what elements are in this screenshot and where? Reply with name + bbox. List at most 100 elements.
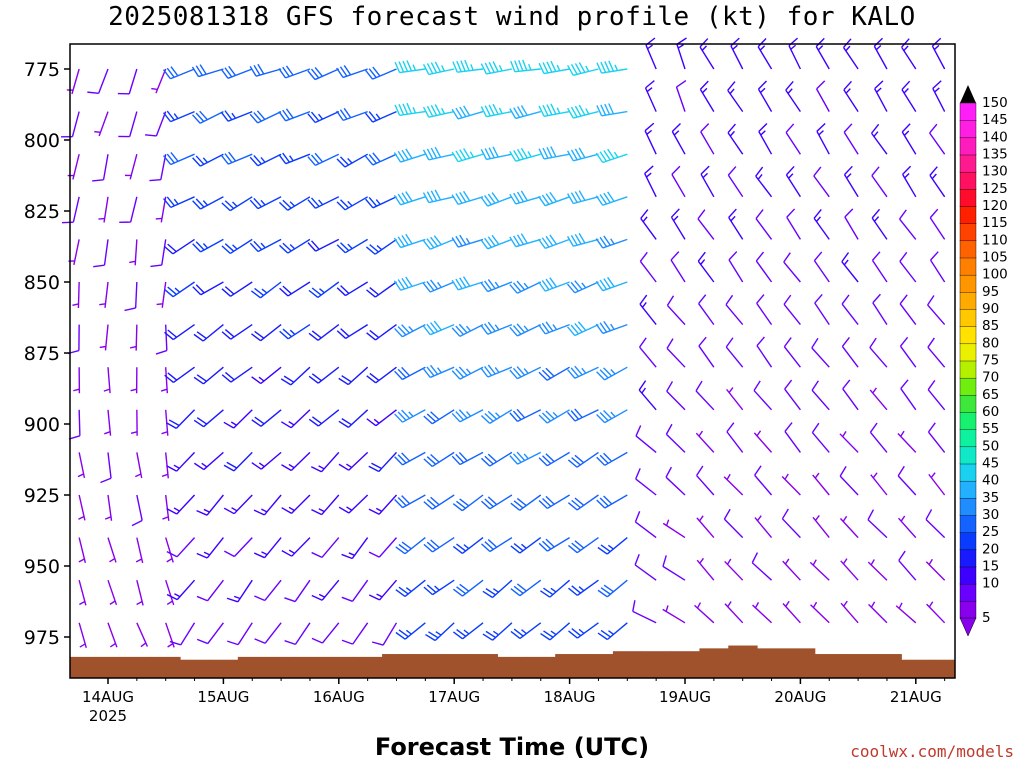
barb-feather [480, 239, 489, 250]
credit-link[interactable]: coolwx.com/models [850, 742, 1014, 761]
barb-staff [155, 111, 167, 137]
barb-half-feather [174, 287, 181, 293]
barb-feather [509, 236, 517, 248]
wind-barb [422, 189, 455, 204]
wind-barb [422, 235, 455, 250]
x-tick-label: 19AUG [659, 688, 711, 706]
barb-feather [695, 380, 703, 392]
barb-feather [666, 295, 675, 306]
barb-feather [422, 63, 430, 75]
barb-staff [783, 261, 801, 283]
barb-feather [221, 202, 231, 212]
barb-feather [459, 583, 470, 592]
barb-half-feather [928, 558, 933, 565]
barb-feather [603, 367, 613, 377]
barb-feather [397, 236, 406, 247]
barb-feather [567, 107, 574, 119]
barb-feather [279, 330, 289, 340]
barb-feather [545, 410, 555, 420]
wind-barb [926, 601, 946, 624]
barb-half-feather [202, 243, 209, 249]
legend-swatch [959, 154, 977, 173]
wind-barb [366, 324, 397, 341]
barb-staff [172, 281, 195, 298]
barb-staff [811, 347, 830, 368]
barb-staff [78, 580, 87, 606]
barb-staff [320, 451, 340, 473]
barb-feather [340, 199, 350, 209]
barb-feather [338, 377, 349, 386]
barb-staff [459, 451, 484, 466]
wind-barb [78, 622, 87, 648]
wind-barb [869, 337, 888, 368]
barb-feather [401, 409, 411, 419]
barb-half-feather [465, 325, 472, 332]
barb-staff [487, 238, 513, 250]
barb-feather [402, 103, 409, 115]
wind-barb [670, 251, 686, 283]
wind-barb [129, 239, 138, 266]
barb-half-feather [160, 388, 168, 392]
barb-feather [595, 238, 604, 249]
barb-feather [366, 332, 376, 341]
wind-barb [540, 579, 571, 598]
barb-staff [170, 153, 195, 166]
barb-feather [550, 103, 557, 115]
barb-staff [457, 196, 484, 206]
barb-feather [842, 379, 851, 390]
barb-staff [545, 323, 570, 335]
barb-staff [543, 110, 570, 117]
barb-feather [405, 233, 413, 245]
barb-staff [781, 518, 801, 539]
barb-feather [541, 412, 552, 422]
barb-feather [285, 65, 294, 76]
wind-barb [308, 409, 340, 427]
barb-feather [451, 279, 459, 291]
barb-feather [196, 374, 207, 382]
barb-staff [135, 324, 138, 351]
wind-barb [899, 294, 917, 326]
wind-barb [751, 552, 773, 581]
barb-half-feather [928, 601, 934, 608]
barb-feather [282, 66, 290, 77]
barb-staff [257, 110, 282, 124]
wind-barb [223, 451, 253, 472]
x-tick-label: 16AUG [313, 688, 365, 706]
barb-staff [430, 366, 455, 379]
barb-staff [165, 494, 170, 521]
barb-half-feather [613, 151, 619, 158]
barb-feather [430, 322, 439, 333]
barb-half-feather [677, 44, 684, 49]
legend-label: 140 [982, 129, 1008, 145]
wind-barb [118, 111, 138, 138]
barb-staff [900, 388, 917, 411]
wind-barb [99, 324, 109, 351]
barb-staff [601, 110, 628, 117]
barb-staff [929, 132, 946, 155]
wind-barb [155, 324, 168, 355]
barb-feather [336, 158, 346, 168]
barb-feather [453, 631, 463, 640]
barb-feather [700, 123, 710, 133]
barb-staff [665, 433, 686, 453]
barb-staff [428, 153, 455, 161]
barb-feather [574, 233, 582, 245]
barb-half-feather [875, 45, 882, 51]
barb-half-feather [610, 323, 615, 330]
wind-barb [723, 508, 744, 539]
wind-barb [811, 337, 830, 368]
barb-staff [756, 345, 773, 368]
barb-feather [518, 60, 524, 72]
barb-staff [202, 366, 224, 385]
barb-half-feather [700, 259, 706, 265]
terrain-column [266, 656, 297, 678]
barb-feather [131, 519, 143, 527]
wind-barb [932, 80, 946, 112]
barb-feather [406, 60, 413, 72]
barb-feather [430, 539, 440, 549]
barb-half-feather [784, 558, 790, 565]
barb-staff [489, 537, 513, 553]
barb-staff [78, 452, 86, 479]
barb-feather [372, 152, 381, 163]
barb-feather [343, 65, 352, 76]
